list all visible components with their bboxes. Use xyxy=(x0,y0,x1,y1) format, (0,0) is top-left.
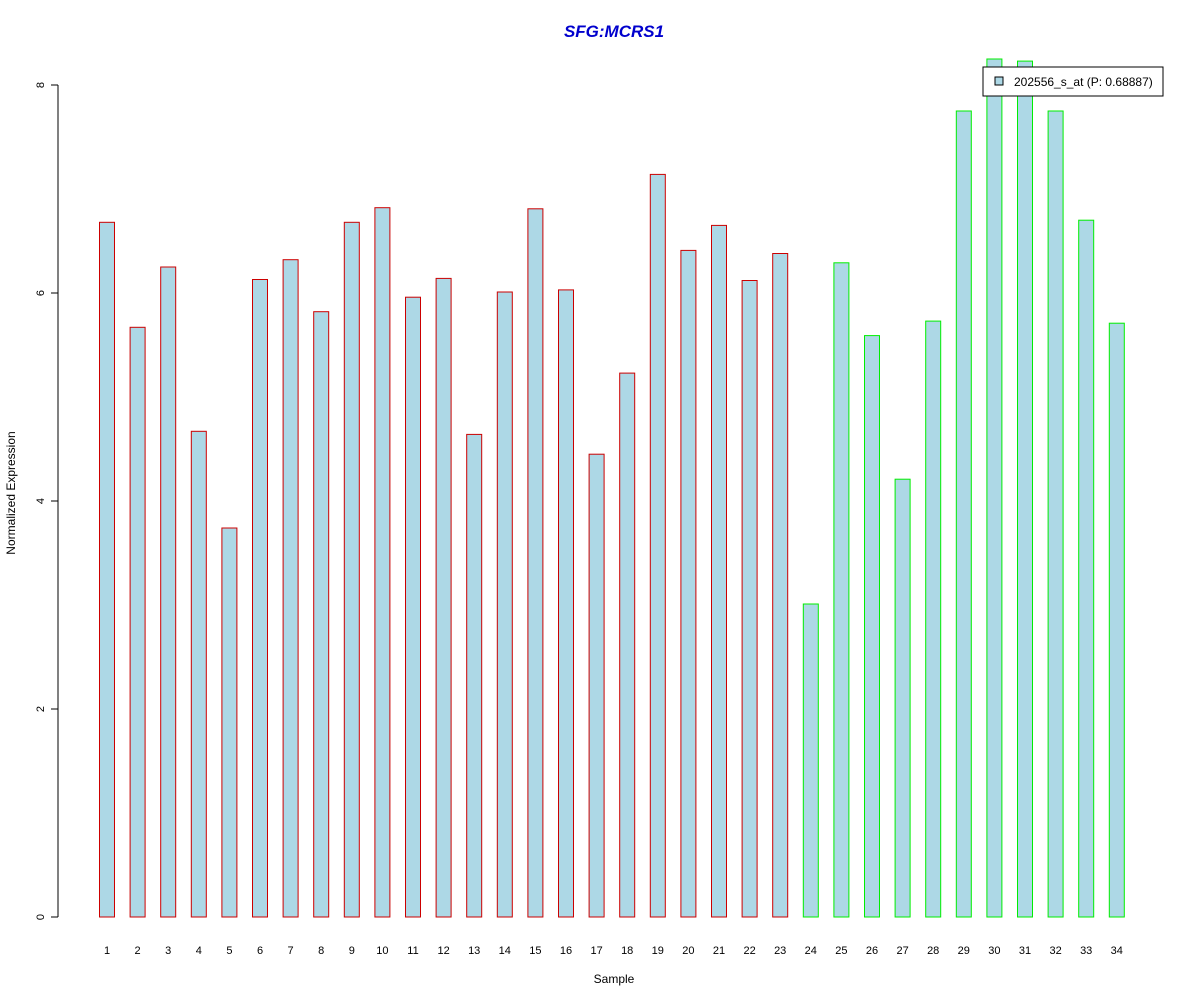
x-tick-label: 12 xyxy=(437,945,449,957)
y-tick-label: 2 xyxy=(35,706,47,712)
bar xyxy=(925,320,942,918)
bar xyxy=(252,279,268,918)
legend-label: 202556_s_at (P: 0.68887) xyxy=(1014,75,1153,89)
x-tick-label: 32 xyxy=(1049,945,1061,957)
x-tick-label: 2 xyxy=(135,945,141,957)
x-tick-label: 20 xyxy=(682,945,694,957)
bar xyxy=(802,603,819,918)
x-tick-label: 22 xyxy=(743,945,755,957)
x-tick-label: 3 xyxy=(165,945,171,957)
x-tick-label: 13 xyxy=(468,945,480,957)
x-tick-label: 25 xyxy=(835,945,847,957)
x-tick-label: 17 xyxy=(590,945,602,957)
bar xyxy=(680,249,697,918)
bar xyxy=(772,253,789,918)
bar xyxy=(527,208,544,918)
bar xyxy=(558,289,574,918)
bar xyxy=(894,478,911,918)
x-tick-label: 5 xyxy=(226,945,232,957)
x-tick-label: 1 xyxy=(104,945,110,957)
x-tick-label: 29 xyxy=(958,945,970,957)
bar xyxy=(833,262,850,918)
x-tick-label: 27 xyxy=(896,945,908,957)
bar xyxy=(1017,60,1033,918)
bars xyxy=(99,58,1125,918)
y-tick-label: 0 xyxy=(35,914,47,920)
bar xyxy=(282,259,299,918)
x-tick-label: 11 xyxy=(407,945,418,957)
bar xyxy=(343,221,360,918)
x-tick-label: 30 xyxy=(988,945,1000,957)
x-tick-label: 31 xyxy=(1019,945,1031,957)
x-tick-label: 34 xyxy=(1111,945,1123,957)
x-tick-label: 6 xyxy=(257,945,263,957)
x-tick-label: 8 xyxy=(318,945,324,957)
bar xyxy=(955,110,972,918)
bar xyxy=(864,335,880,918)
bar xyxy=(374,207,391,918)
legend: 202556_s_at (P: 0.68887) xyxy=(982,66,1164,97)
x-tick-label: 23 xyxy=(774,945,786,957)
bar xyxy=(711,224,727,918)
bar xyxy=(129,326,146,918)
bar xyxy=(190,430,207,918)
bar xyxy=(619,372,636,918)
x-tick-label: 7 xyxy=(288,945,294,957)
x-tick-label: 26 xyxy=(866,945,878,957)
bar xyxy=(405,296,421,918)
bar xyxy=(99,221,115,918)
bar xyxy=(313,311,330,918)
x-tick-label: 16 xyxy=(560,945,572,957)
x-tick-label: 33 xyxy=(1080,945,1092,957)
bar xyxy=(221,527,238,918)
x-tick-label: 14 xyxy=(499,945,511,957)
x-tick-label: 18 xyxy=(621,945,633,957)
x-tick-label: 4 xyxy=(196,945,202,957)
x-tick-label: 24 xyxy=(805,945,817,957)
bar xyxy=(1108,322,1125,918)
x-tick-label: 28 xyxy=(927,945,939,957)
bar xyxy=(1047,110,1064,918)
x-tick-labels: 1 2 3 4 5 6 7 8 9 10 11 12 13 14 15 16 17 18 19 20 21 22 23 24 2… xyxy=(104,945,1123,957)
chart-title: SFG:MCRS1 xyxy=(564,22,664,41)
y-tick-label: 8 xyxy=(35,82,47,88)
bar xyxy=(588,453,605,918)
x-tick-label: 10 xyxy=(376,945,388,957)
bar xyxy=(741,280,758,918)
bar xyxy=(435,277,452,918)
legend-swatch xyxy=(994,76,1004,86)
bar xyxy=(649,173,666,918)
x-tick-label: 21 xyxy=(713,945,725,957)
y-axis: 0 2 4 6 8 xyxy=(35,82,59,920)
x-tick-label: 9 xyxy=(349,945,355,957)
y-tick-label: 4 xyxy=(35,498,47,504)
bar xyxy=(986,58,1003,918)
y-axis-label: Normalized Expression xyxy=(4,431,18,554)
bar xyxy=(466,433,483,918)
bar xyxy=(1078,219,1095,918)
bar xyxy=(160,266,177,918)
legend-box xyxy=(982,66,1164,97)
y-tick-label: 6 xyxy=(35,290,47,296)
bar xyxy=(496,291,513,918)
x-tick-label: 19 xyxy=(652,945,664,957)
x-axis-label: Sample xyxy=(594,972,635,986)
x-tick-label: 15 xyxy=(529,945,541,957)
